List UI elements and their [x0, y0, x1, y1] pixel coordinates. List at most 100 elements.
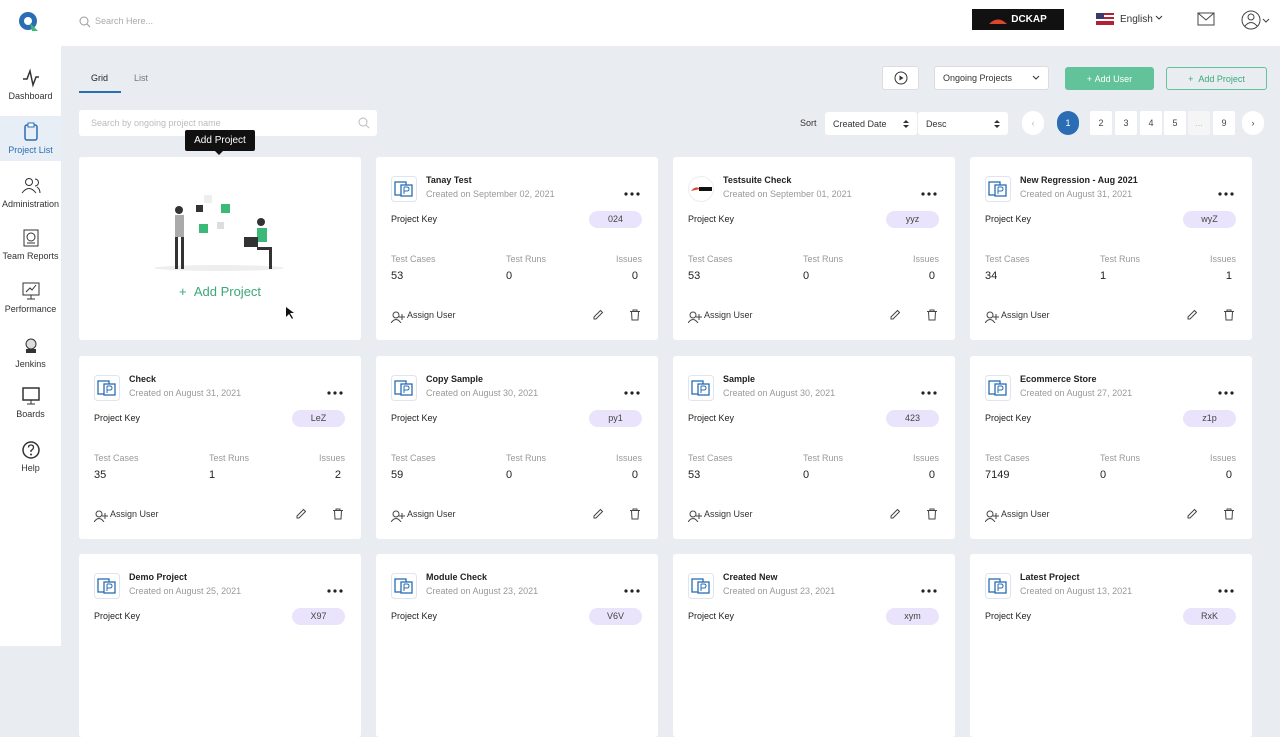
- project-name[interactable]: Module Check: [426, 572, 488, 582]
- sort-field[interactable]: Created Date: [825, 112, 917, 135]
- assign-user[interactable]: Assign User: [1001, 509, 1050, 519]
- project-card[interactable]: Ecommerce Store Created on August 27, 202…: [970, 356, 1252, 539]
- delete-icon[interactable]: [926, 308, 938, 326]
- edit-icon[interactable]: [592, 507, 604, 525]
- assign-user[interactable]: Assign User: [407, 509, 456, 519]
- page-button[interactable]: 1: [1057, 111, 1079, 135]
- more-menu[interactable]: [624, 184, 640, 202]
- project-filter[interactable]: Ongoing Projects: [934, 66, 1049, 90]
- user-menu[interactable]: [1241, 9, 1271, 31]
- play-button[interactable]: [882, 66, 919, 90]
- assign-user-icon[interactable]: [984, 310, 999, 328]
- logo[interactable]: [18, 11, 40, 33]
- nav-label: Help: [21, 463, 40, 473]
- project-name[interactable]: Check: [129, 374, 157, 384]
- add-user-button[interactable]: + Add User: [1065, 67, 1154, 90]
- tab-indicator: [79, 91, 121, 93]
- project-card[interactable]: Sample Created on August 30, 2021 Project …: [673, 356, 955, 539]
- assign-user[interactable]: Assign User: [704, 310, 753, 320]
- nav-item[interactable]: Team Reports: [0, 228, 61, 261]
- project-card[interactable]: Tanay Test Created on September 02, 2021 P…: [376, 157, 658, 340]
- assign-user[interactable]: Assign User: [704, 509, 753, 519]
- assign-user[interactable]: Assign User: [407, 310, 456, 320]
- more-menu[interactable]: [921, 383, 937, 401]
- nav-item[interactable]: Administration: [0, 176, 61, 209]
- project-card[interactable]: Testsuite Check Created on September 01, …: [673, 157, 955, 340]
- project-name[interactable]: Tanay Test: [426, 175, 472, 185]
- nav-item[interactable]: Jenkins: [0, 336, 61, 369]
- tooltip: Add Project: [185, 130, 255, 151]
- edit-icon[interactable]: [889, 507, 901, 525]
- delete-icon[interactable]: [629, 308, 641, 326]
- edit-icon[interactable]: [295, 507, 307, 525]
- assign-user-icon[interactable]: [93, 509, 108, 527]
- more-menu[interactable]: [1218, 383, 1234, 401]
- project-name[interactable]: Latest Project: [1020, 572, 1080, 582]
- more-menu[interactable]: [921, 581, 937, 599]
- assign-user-icon[interactable]: [984, 509, 999, 527]
- test-runs-count: 1: [209, 469, 216, 481]
- page-button[interactable]: 2: [1090, 111, 1112, 135]
- test-cases-count: 35: [94, 469, 107, 481]
- more-menu[interactable]: [1218, 184, 1234, 202]
- test-runs-label: Test Runs: [506, 453, 547, 463]
- more-menu[interactable]: [1218, 581, 1234, 599]
- more-menu[interactable]: [624, 581, 640, 599]
- prev-page[interactable]: ‹: [1022, 111, 1044, 135]
- search-input[interactable]: Search Here...: [95, 16, 154, 26]
- assign-user-icon[interactable]: [687, 310, 702, 328]
- sort-field-value: Created Date: [833, 118, 887, 129]
- add-project-link[interactable]: + Add Project: [179, 284, 262, 299]
- header: Search Here... DCKAP English: [0, 0, 1280, 46]
- language-select[interactable]: English: [1120, 14, 1153, 25]
- delete-icon[interactable]: [926, 507, 938, 525]
- more-menu[interactable]: [327, 581, 343, 599]
- issues-label: Issues: [318, 453, 345, 463]
- assign-user[interactable]: Assign User: [110, 509, 159, 519]
- edit-icon[interactable]: [889, 308, 901, 326]
- flag-icon: [1096, 13, 1114, 25]
- assign-user-icon[interactable]: [390, 310, 405, 328]
- sort-label: Sort: [800, 118, 817, 128]
- project-name[interactable]: Testsuite Check: [723, 175, 792, 185]
- delete-icon[interactable]: [332, 507, 344, 525]
- project-name[interactable]: New Regression - Aug 2021: [1020, 175, 1138, 185]
- project-card[interactable]: Copy Sample Created on August 30, 2021 Pro…: [376, 356, 658, 539]
- tab[interactable]: List: [134, 73, 149, 83]
- page-button[interactable]: 9: [1213, 111, 1235, 135]
- nav-item[interactable]: Help: [0, 440, 61, 473]
- mail-icon[interactable]: [1197, 12, 1215, 26]
- edit-icon[interactable]: [592, 308, 604, 326]
- project-name[interactable]: Demo Project: [129, 572, 188, 582]
- project-card[interactable]: Check Created on August 31, 2021 Project K…: [79, 356, 361, 539]
- nav-item[interactable]: Project List: [0, 116, 61, 161]
- project-name[interactable]: Sample: [723, 374, 756, 384]
- page-button[interactable]: 4: [1140, 111, 1162, 135]
- project-card[interactable]: New Regression - Aug 2021 Created on Augu…: [970, 157, 1252, 340]
- nav-item[interactable]: Performance: [0, 281, 61, 314]
- assign-user[interactable]: Assign User: [1001, 310, 1050, 320]
- edit-icon[interactable]: [1186, 308, 1198, 326]
- more-menu[interactable]: [327, 383, 343, 401]
- nav-item[interactable]: Dashboard: [0, 68, 61, 101]
- tab[interactable]: Grid: [91, 73, 109, 83]
- more-menu[interactable]: [921, 184, 937, 202]
- edit-icon[interactable]: [1186, 507, 1198, 525]
- assign-user-icon[interactable]: [390, 509, 405, 527]
- page-button[interactable]: 3: [1115, 111, 1137, 135]
- more-menu[interactable]: [624, 383, 640, 401]
- assign-user-icon[interactable]: [687, 509, 702, 527]
- sort-order[interactable]: Desc: [918, 112, 1008, 135]
- delete-icon[interactable]: [629, 507, 641, 525]
- add-project-card[interactable]: + Add Project: [79, 157, 361, 340]
- add-project-button[interactable]: + Add Project: [1166, 67, 1267, 90]
- next-page[interactable]: ›: [1242, 111, 1264, 135]
- project-name[interactable]: Ecommerce Store: [1020, 374, 1097, 384]
- project-name[interactable]: Created New: [723, 572, 778, 582]
- nav-item[interactable]: Boards: [0, 386, 61, 419]
- page-button[interactable]: 5: [1164, 111, 1186, 135]
- delete-icon[interactable]: [1223, 308, 1235, 326]
- project-name[interactable]: Copy Sample: [426, 374, 484, 384]
- delete-icon[interactable]: [1223, 507, 1235, 525]
- test-runs-label: Test Runs: [803, 254, 844, 264]
